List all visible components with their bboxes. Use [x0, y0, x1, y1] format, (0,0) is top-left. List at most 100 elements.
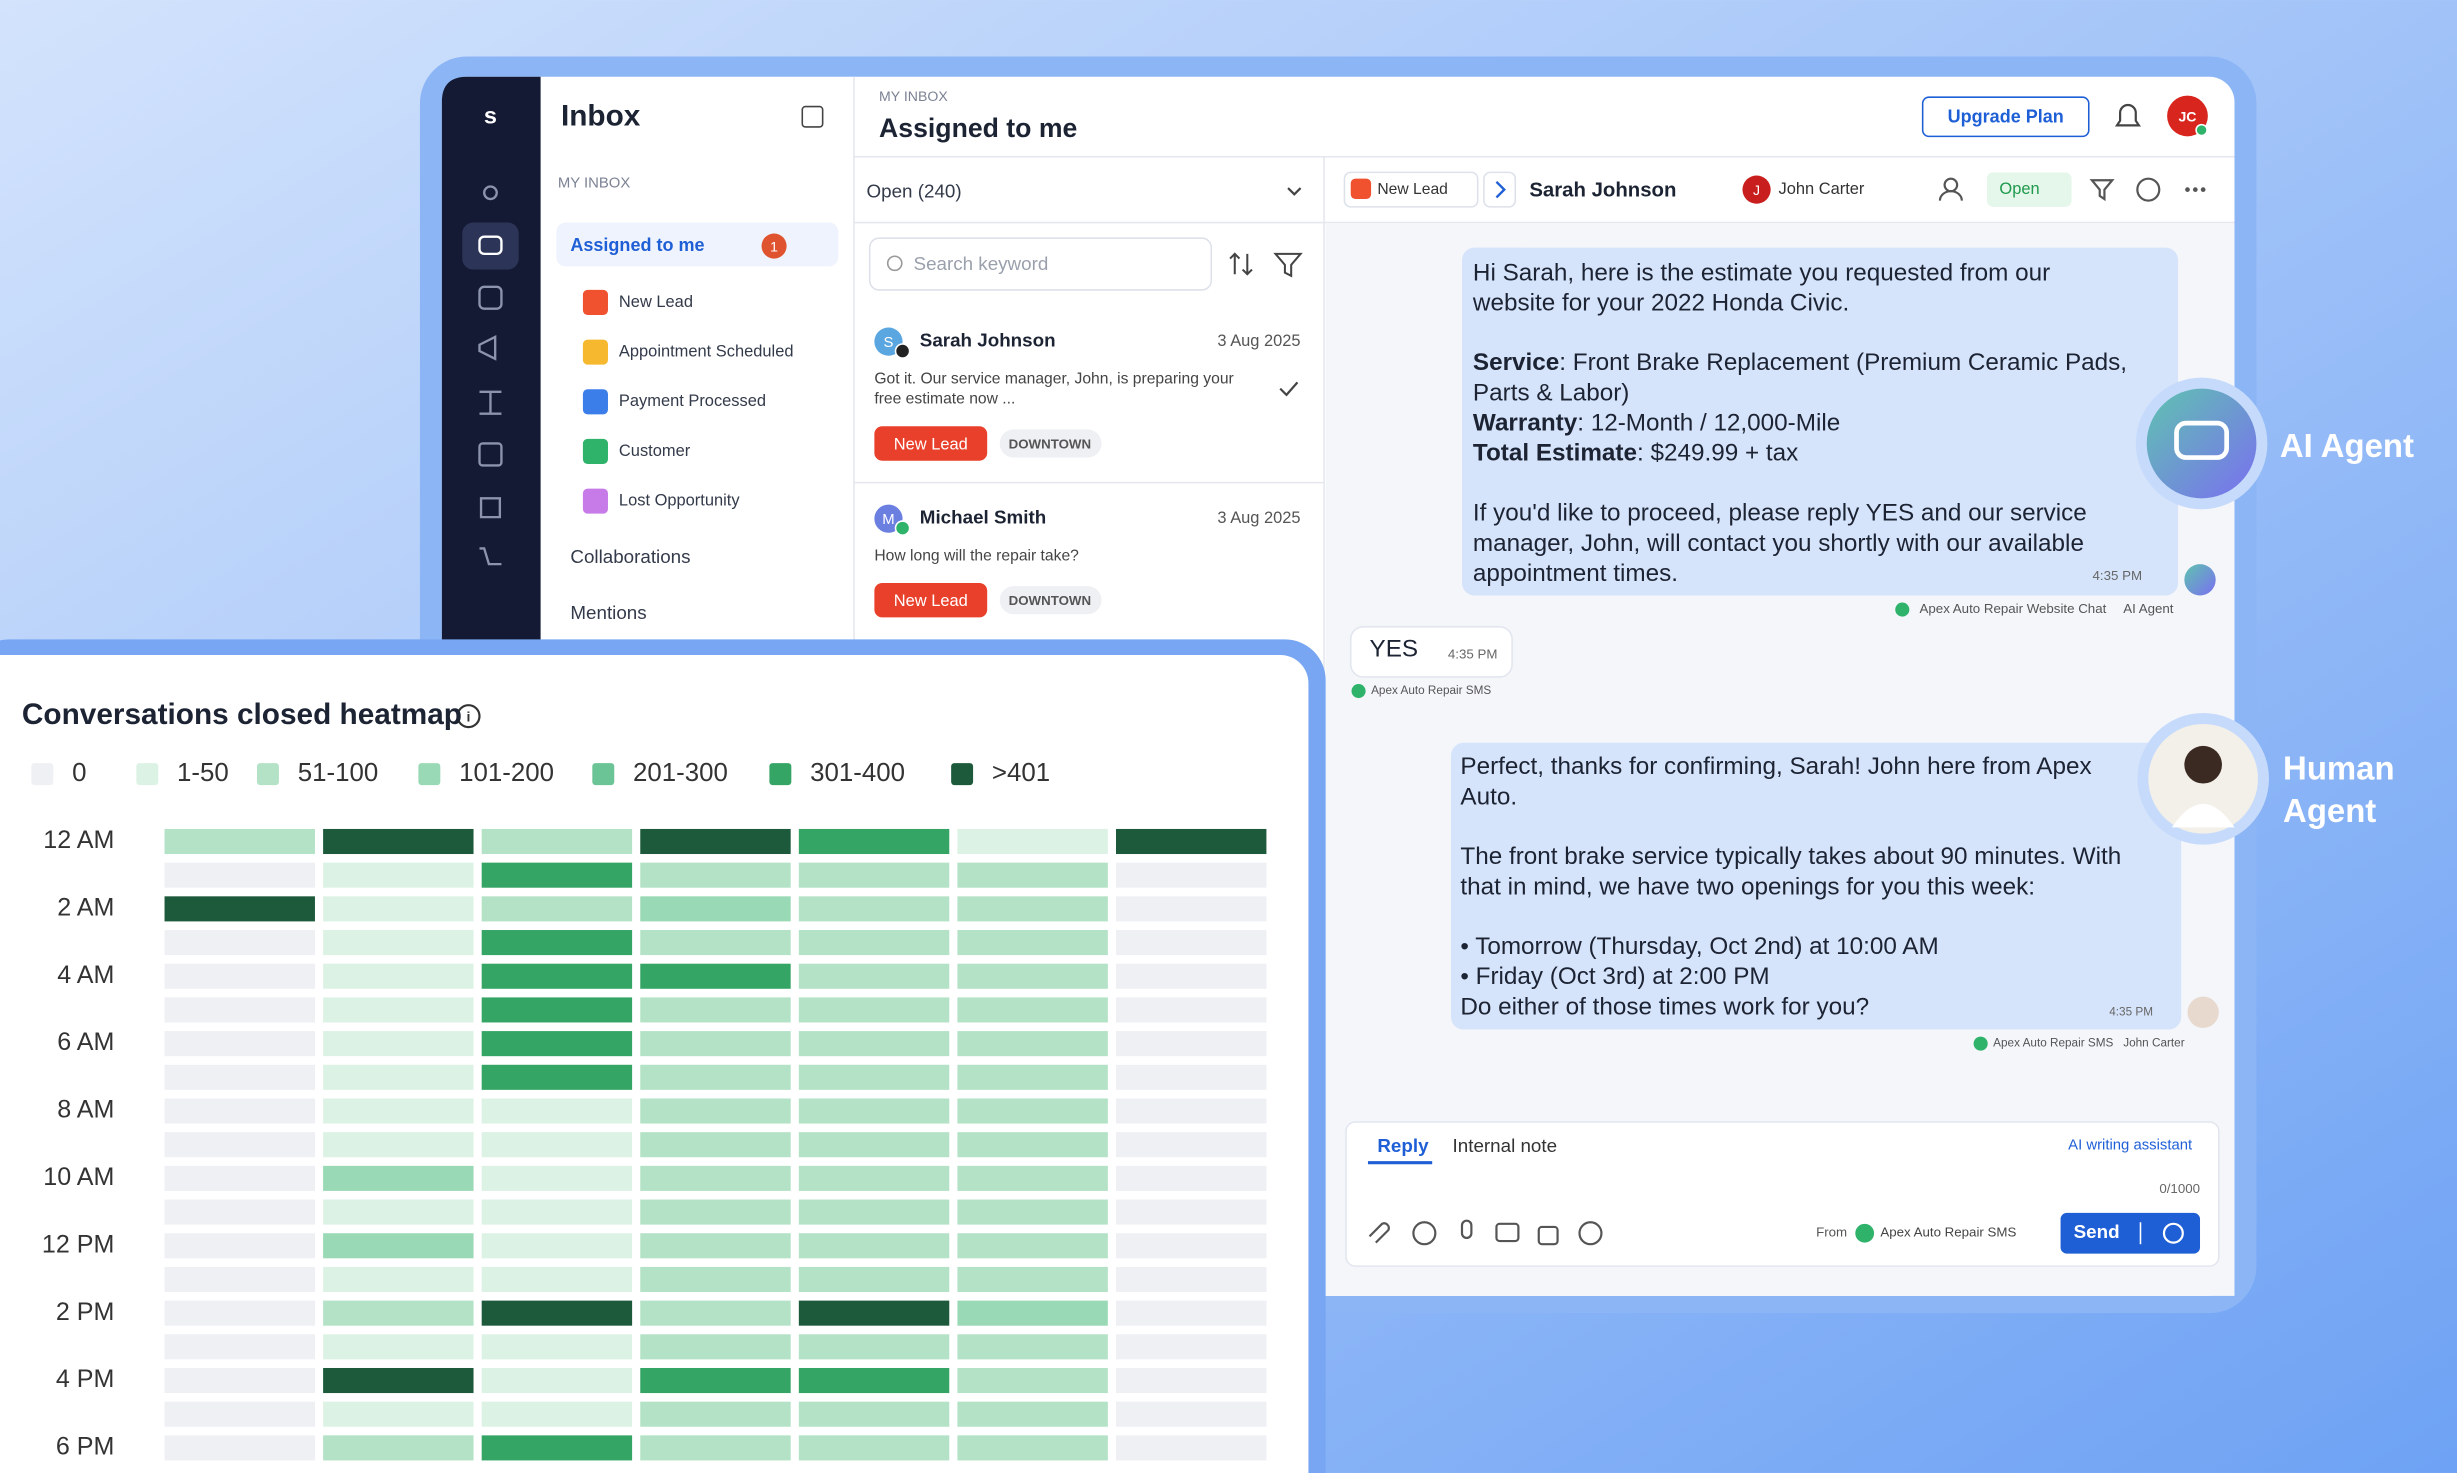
heatmap-cell	[481, 1199, 633, 1225]
search-placeholder: Search keyword	[914, 253, 1049, 274]
heatmap-cell	[1115, 1165, 1267, 1191]
heatmap-cell	[798, 1334, 950, 1360]
composer-icons[interactable]	[1368, 1219, 1603, 1246]
message-text: The front brake service typically takes …	[1460, 843, 2121, 870]
assignee[interactable]: John Carter	[1779, 180, 1865, 198]
nav-active	[462, 222, 519, 270]
legend-swatch	[418, 763, 441, 786]
collapse-button[interactable]	[801, 105, 824, 128]
legend-swatch	[592, 763, 615, 786]
heatmap-cell	[640, 1031, 791, 1057]
row-label: 6 PM	[56, 1433, 115, 1461]
heatmap-cell	[957, 963, 1108, 989]
row-label: 8 AM	[57, 1096, 114, 1124]
sort-icon[interactable]	[1229, 252, 1303, 278]
heatmap-cell	[323, 1199, 474, 1225]
nav-subitem[interactable]: New Lead	[619, 293, 693, 311]
heatmap-cell	[481, 1266, 633, 1292]
heatmap-cell	[164, 963, 315, 989]
search-box[interactable]	[868, 237, 1213, 291]
heatmap-cell	[164, 1334, 315, 1360]
from-channel[interactable]: Apex Auto Repair SMS	[1880, 1225, 2016, 1240]
heatmap-cell	[1115, 997, 1267, 1023]
button-label[interactable]: Upgrade Plan	[1948, 106, 2064, 126]
legend-swatch	[256, 763, 279, 786]
nav-item[interactable]: Collaborations	[570, 546, 690, 567]
message-text: Hi Sarah, here is the estimate you reque…	[1473, 260, 2050, 287]
heatmap-cell	[640, 1098, 791, 1124]
message-text: Warranty: 12-Month / 12,000-Mile	[1473, 410, 1840, 437]
heatmap-cell	[1115, 1300, 1267, 1326]
message-text: • Tomorrow (Thursday, Oct 2nd) at 10:00 …	[1460, 933, 1938, 960]
channel-dot	[1895, 602, 1910, 617]
status-pill[interactable]	[1986, 172, 2072, 207]
tab[interactable]: Internal note	[1453, 1135, 1558, 1156]
avatar-initials: JC	[2178, 108, 2196, 124]
heatmap-cell	[798, 1199, 950, 1225]
heatmap-cell	[481, 930, 633, 956]
tag-label: New Lead	[894, 592, 968, 610]
header-icons	[1938, 177, 2161, 202]
nav-subitem[interactable]: Customer	[619, 442, 691, 460]
filter-select[interactable]: Open (240)	[867, 181, 962, 202]
assistant-link[interactable]: AI writing assistant	[2068, 1137, 2193, 1153]
assignee-avatar	[1742, 175, 1771, 204]
channel: Apex Auto Repair SMS	[1993, 1037, 2113, 1050]
heatmap-cell	[640, 1334, 791, 1360]
heatmap-cell	[798, 1031, 950, 1057]
heatmap-cell	[164, 1132, 315, 1158]
nav-subitem[interactable]: Appointment Scheduled	[619, 342, 794, 360]
message-text: Service: Front Brake Replacement (Premiu…	[1473, 350, 2127, 377]
heatmap-cell	[1115, 1266, 1267, 1292]
date: 3 Aug 2025	[1217, 509, 1300, 527]
next-button[interactable]	[1483, 171, 1517, 208]
section-label: MY INBOX	[558, 175, 631, 191]
heatmap-cell	[1115, 1435, 1267, 1461]
heatmap-cell	[323, 1132, 474, 1158]
info-icon[interactable]	[456, 704, 481, 729]
search-icon	[886, 255, 903, 272]
send-button[interactable]	[2060, 1212, 2201, 1254]
badge-count: 1	[770, 238, 778, 254]
heatmap-cell	[640, 828, 791, 855]
nav-subitem[interactable]: Lost Opportunity	[619, 491, 740, 509]
heatmap-cell	[481, 1334, 633, 1360]
heatmap-cell	[957, 1064, 1108, 1090]
contact-name[interactable]: Sarah Johnson	[920, 330, 1056, 351]
heatmap-cell	[323, 1334, 474, 1360]
heatmap-cell	[798, 1300, 950, 1326]
tag-icon	[1350, 178, 1372, 200]
bell-icon[interactable]	[2114, 103, 2141, 127]
info-glyph: i	[467, 708, 471, 724]
reply-box	[1345, 1121, 2220, 1267]
message-text: appointment times.	[1473, 560, 1678, 587]
contact-name[interactable]: Michael Smith	[920, 507, 1046, 528]
message-text: website for your 2022 Honda Civic.	[1472, 290, 1849, 317]
legend-swatch	[951, 763, 974, 786]
more-icon[interactable]	[2185, 187, 2206, 192]
heatmap-cell	[323, 930, 474, 956]
nav-subitem[interactable]: Payment Processed	[619, 392, 766, 410]
tab[interactable]: Reply	[1377, 1135, 1429, 1156]
heatmap-cell	[957, 997, 1108, 1023]
heatmap-cell	[323, 1435, 474, 1461]
heatmap-cell	[323, 1165, 474, 1191]
nav-item[interactable]: Assigned to me	[570, 235, 704, 255]
heatmap-cell	[481, 1401, 633, 1427]
heatmap-cell	[640, 1266, 791, 1292]
nav-item[interactable]: Mentions	[570, 602, 646, 623]
heatmap-cell	[1115, 1334, 1267, 1360]
avatar-initial: S	[884, 335, 894, 351]
tag-box[interactable]	[1343, 171, 1479, 208]
timestamp: 4:35 PM	[1448, 647, 1498, 662]
button-label[interactable]: Send	[2074, 1221, 2120, 1242]
heatmap-cell	[957, 896, 1108, 922]
read-check	[1279, 381, 1299, 397]
tag-label: New Lead	[894, 435, 968, 453]
upgrade-button[interactable]	[1921, 96, 2090, 138]
channel-icon	[1855, 1223, 1875, 1243]
agent-label: Human	[2283, 750, 2394, 787]
schedule-icon[interactable]	[2162, 1222, 2184, 1244]
agent-label: AI Agent	[2280, 427, 2414, 464]
